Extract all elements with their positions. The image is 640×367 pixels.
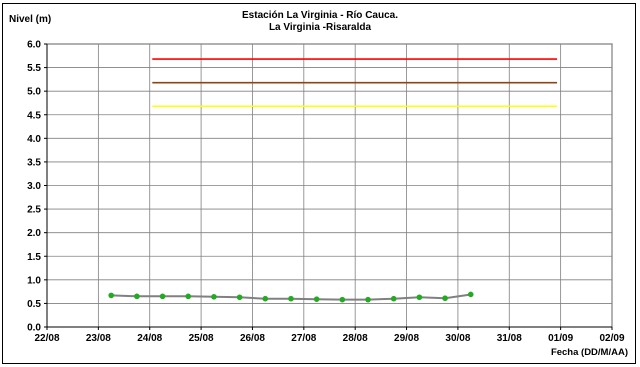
x-tick-label: 29/08 xyxy=(394,333,419,344)
y-tick-label: 5.0 xyxy=(27,87,41,98)
x-tick-label: 01/09 xyxy=(548,333,573,344)
x-tick-label: 28/08 xyxy=(343,333,368,344)
y-tick-label: 2.5 xyxy=(27,205,41,216)
data-point xyxy=(262,295,269,302)
y-tick-label: 3.0 xyxy=(27,181,41,192)
x-tick-label: 27/08 xyxy=(291,333,316,344)
chart-subtitle: La Virginia -Risaralda xyxy=(268,22,372,33)
data-point xyxy=(339,296,346,303)
x-tick-label: 25/08 xyxy=(189,333,214,344)
x-tick-label: 23/08 xyxy=(86,333,111,344)
x-tick-label: 31/08 xyxy=(497,333,522,344)
data-point xyxy=(365,296,371,303)
y-tick-label: 5.5 xyxy=(27,63,41,74)
y-axis-label: Nivel (m) xyxy=(9,14,52,25)
y-tick-label: 0.5 xyxy=(27,299,41,310)
x-tick-label: 24/08 xyxy=(137,333,162,344)
y-tick-label: 2.0 xyxy=(27,228,41,239)
y-tick-label: 1.0 xyxy=(27,275,41,286)
x-tick-label: 30/08 xyxy=(445,333,470,344)
x-tick-label: 26/08 xyxy=(240,333,265,344)
data-point xyxy=(467,291,474,298)
data-point xyxy=(416,294,423,301)
data-point xyxy=(288,295,294,302)
data-point xyxy=(159,293,166,300)
data-point xyxy=(108,292,115,299)
data-point xyxy=(211,294,217,300)
y-tick-label: 4.5 xyxy=(27,110,41,121)
y-tick-label: 1.5 xyxy=(27,252,41,263)
chart-title: Estación La Virginia - Río Cauca. xyxy=(242,10,398,21)
data-point xyxy=(442,295,448,302)
data-point xyxy=(236,294,243,301)
data-point xyxy=(390,295,397,302)
data-point xyxy=(313,296,320,302)
y-tick-label: 4.0 xyxy=(27,134,41,145)
y-tick-label: 6.0 xyxy=(27,40,41,51)
x-tick-label: 02/09 xyxy=(599,333,624,344)
y-tick-label: 3.5 xyxy=(27,157,41,168)
data-point xyxy=(134,293,140,300)
y-tick-label: 0.0 xyxy=(27,323,41,334)
x-tick-label: 22/08 xyxy=(34,333,59,344)
data-point xyxy=(185,293,192,300)
x-axis-label: Fecha (DD/M/AA) xyxy=(550,347,628,358)
